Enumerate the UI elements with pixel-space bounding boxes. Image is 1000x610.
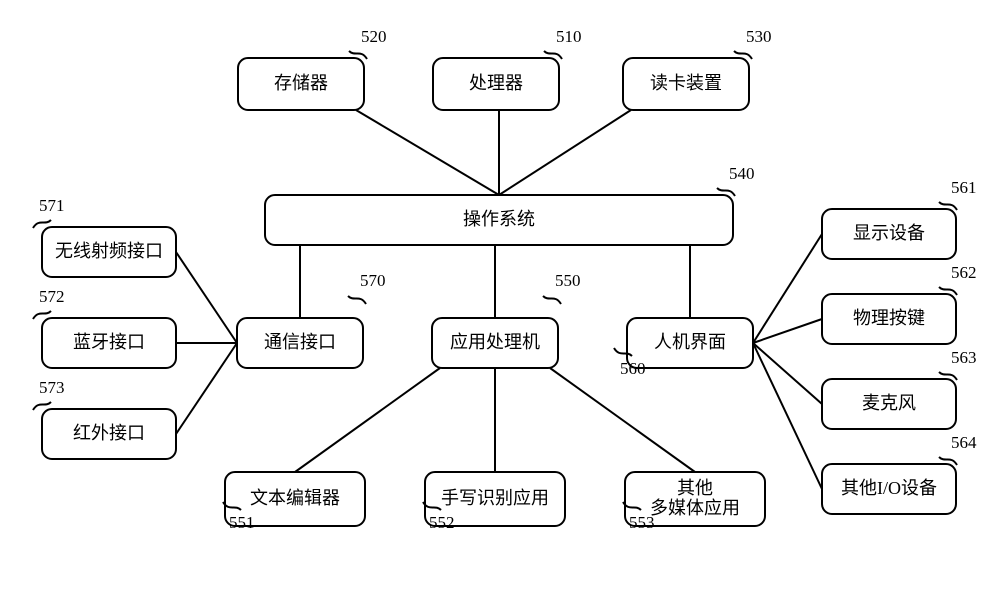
edge-n560-n561 — [753, 234, 822, 343]
node-number-n540: 540 — [729, 164, 755, 183]
edge-n530-n540 — [499, 110, 631, 195]
node-n561: 显示设备 561 — [822, 178, 977, 259]
node-label-n540: 操作系统 — [463, 209, 535, 229]
node-n562: 物理按键 562 — [822, 263, 977, 344]
system-architecture-diagram: 存储器 520 处理器 510 读卡装置 530 操作系统 540 无线射频接口 571 蓝牙接口 5… — [0, 0, 1000, 610]
node-number-n563: 563 — [951, 348, 977, 367]
node-label-n553-l1: 多媒体应用 — [650, 498, 740, 518]
node-number-n570: 570 — [360, 271, 386, 290]
edge-n560-n564 — [753, 343, 822, 489]
node-number-n553: 553 — [629, 513, 655, 532]
node-label-n520: 存储器 — [274, 73, 328, 93]
node-n552: 手写识别应用 552 — [423, 472, 565, 532]
node-number-n564: 564 — [951, 433, 977, 452]
node-n572: 蓝牙接口 572 — [33, 287, 176, 368]
node-label-n573: 红外接口 — [73, 423, 145, 443]
edge-n560-n562 — [753, 319, 822, 343]
edge-n550-n553 — [550, 368, 695, 472]
edges-layer — [176, 110, 822, 489]
node-number-n571: 571 — [39, 196, 65, 215]
node-number-n572: 572 — [39, 287, 65, 306]
node-n560: 人机界面 560 — [614, 318, 753, 378]
node-flag-n550 — [543, 296, 561, 304]
node-label-n571: 无线射频接口 — [55, 241, 163, 261]
node-label-n572: 蓝牙接口 — [73, 332, 145, 352]
node-number-n550: 550 — [555, 271, 581, 290]
edge-n550-n551 — [295, 368, 440, 472]
node-flag-n570 — [348, 296, 366, 304]
node-label-n530: 读卡装置 — [650, 73, 722, 93]
nodes-layer: 存储器 520 处理器 510 读卡装置 530 操作系统 540 无线射频接口 571 蓝牙接口 5… — [33, 27, 977, 532]
node-number-n520: 520 — [361, 27, 387, 46]
node-number-n551: 551 — [229, 513, 255, 532]
edge-n571-n570 — [176, 252, 237, 343]
node-label-n564: 其他I/O设备 — [841, 478, 937, 498]
node-n510: 处理器 510 — [433, 27, 582, 110]
node-n550: 应用处理机 550 — [432, 271, 581, 368]
node-label-n563: 麦克风 — [862, 393, 916, 413]
node-n553: 其他多媒体应用553 — [623, 472, 765, 532]
node-number-n510: 510 — [556, 27, 582, 46]
node-n571: 无线射频接口 571 — [33, 196, 176, 277]
node-n530: 读卡装置 530 — [623, 27, 772, 110]
node-label-n510: 处理器 — [469, 73, 523, 93]
edge-n520-n540 — [356, 110, 499, 195]
node-label-n560: 人机界面 — [654, 332, 726, 352]
node-label-n570: 通信接口 — [264, 332, 336, 352]
node-number-n573: 573 — [39, 378, 65, 397]
node-number-n530: 530 — [746, 27, 772, 46]
node-label-n550: 应用处理机 — [450, 332, 540, 352]
node-number-n560: 560 — [620, 359, 646, 378]
node-label-n562: 物理按键 — [853, 308, 925, 328]
edge-n560-n563 — [753, 343, 822, 404]
node-n563: 麦克风 563 — [822, 348, 977, 429]
node-number-n552: 552 — [429, 513, 455, 532]
node-number-n561: 561 — [951, 178, 977, 197]
edge-n573-n570 — [176, 343, 237, 434]
node-label-n552: 手写识别应用 — [441, 488, 549, 508]
node-n540: 操作系统 540 — [265, 164, 755, 245]
node-n564: 其他I/O设备 564 — [822, 433, 977, 514]
node-n551: 文本编辑器 551 — [223, 472, 365, 532]
node-number-n562: 562 — [951, 263, 977, 282]
node-label-n553-l0: 其他 — [677, 478, 713, 498]
node-n570: 通信接口 570 — [237, 271, 386, 368]
node-label-n551: 文本编辑器 — [250, 488, 340, 508]
node-label-n561: 显示设备 — [853, 223, 925, 243]
node-n573: 红外接口 573 — [33, 378, 176, 459]
node-n520: 存储器 520 — [238, 27, 387, 110]
